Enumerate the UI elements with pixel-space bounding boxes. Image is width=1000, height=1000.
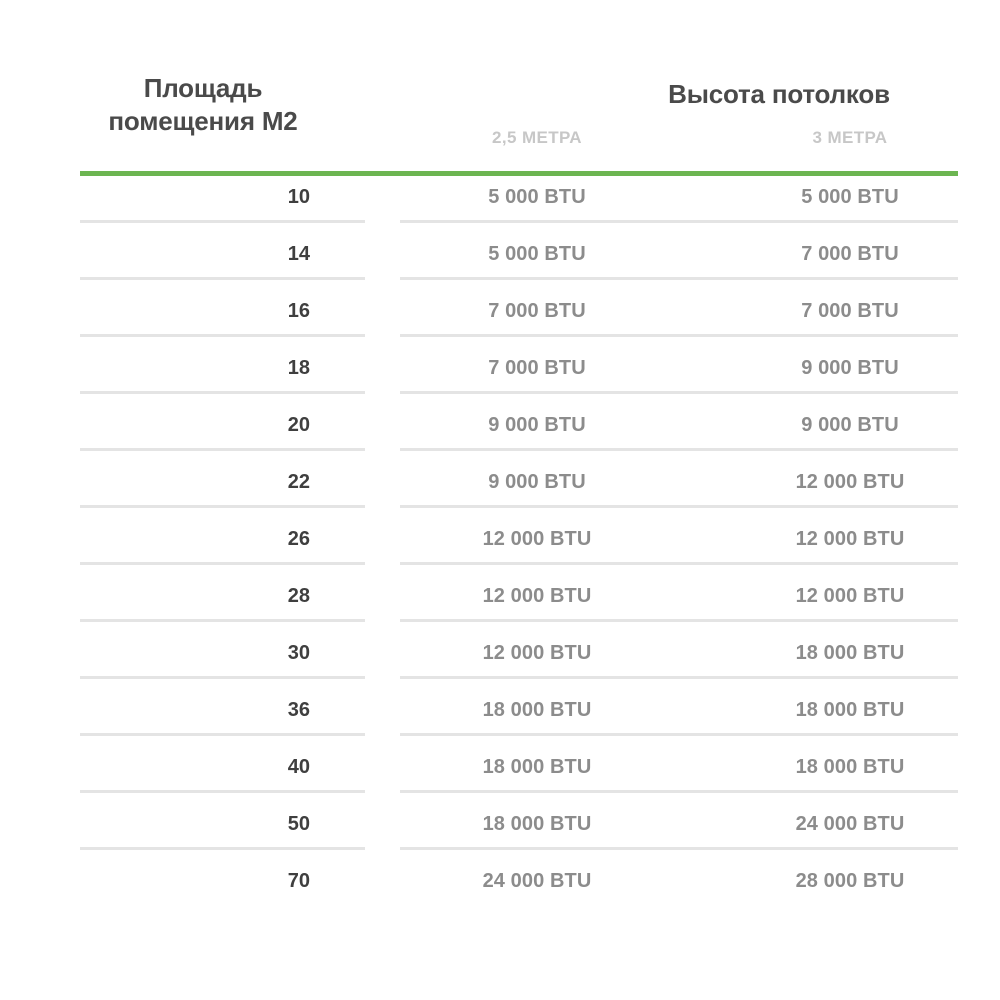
cell-btu-ceiling-2-5m: 9 000 BTU <box>488 414 586 436</box>
cell-btu-ceiling-3m: 12 000 BTU <box>795 528 905 550</box>
row-divider-right <box>400 562 958 565</box>
table-row: 28 12 000 BTU 12 000 BTU <box>0 574 1000 631</box>
cell-btu-ceiling-2-5m: 5 000 BTU <box>488 243 586 265</box>
row-divider-left <box>80 790 365 793</box>
row-divider-right <box>400 676 958 679</box>
cell-btu-ceiling-2-5m: 7 000 BTU <box>488 357 586 379</box>
row-divider-right <box>400 220 958 223</box>
table-row: 36 18 000 BTU 18 000 BTU <box>0 688 1000 745</box>
cell-btu-ceiling-2-5m: 24 000 BTU <box>482 870 592 892</box>
cell-btu-ceiling-3m: 7 000 BTU <box>801 243 899 265</box>
row-divider-right <box>400 847 958 850</box>
table-row: 70 24 000 BTU 28 000 BTU <box>0 859 1000 916</box>
cell-area-value: 28 <box>287 585 310 607</box>
cell-btu-ceiling-2-5m: 18 000 BTU <box>482 813 592 835</box>
row-divider-right <box>400 448 958 451</box>
cell-btu-ceiling-3m: 18 000 BTU <box>795 699 905 721</box>
row-divider-right <box>400 619 958 622</box>
table-row: 16 7 000 BTU 7 000 BTU <box>0 289 1000 346</box>
cell-area-value: 50 <box>287 813 310 835</box>
cell-area-value: 18 <box>287 357 310 379</box>
table-body: 10 5 000 BTU 5 000 BTU 14 5 000 BTU 7 000 BTU… <box>0 175 1000 916</box>
cell-btu-ceiling-3m: 5 000 BTU <box>801 186 899 208</box>
cell-btu-ceiling-2-5m: 12 000 BTU <box>482 585 592 607</box>
cell-btu-ceiling-2-5m: 18 000 BTU <box>482 699 592 721</box>
cell-btu-ceiling-2-5m: 12 000 BTU <box>482 528 592 550</box>
cell-btu-ceiling-2-5m: 7 000 BTU <box>488 300 586 322</box>
cell-btu-ceiling-3m: 24 000 BTU <box>795 813 905 835</box>
row-divider-left <box>80 277 365 280</box>
cell-btu-ceiling-3m: 9 000 BTU <box>801 414 899 436</box>
row-divider-left <box>80 334 365 337</box>
row-divider-left <box>80 448 365 451</box>
cell-area-value: 10 <box>287 186 310 208</box>
row-divider-right <box>400 391 958 394</box>
cell-area-value: 30 <box>287 642 310 664</box>
table-row: 20 9 000 BTU 9 000 BTU <box>0 403 1000 460</box>
cell-area-value: 36 <box>287 699 310 721</box>
table-row: 50 18 000 BTU 24 000 BTU <box>0 802 1000 859</box>
cell-area-value: 40 <box>287 756 310 778</box>
table-row: 26 12 000 BTU 12 000 BTU <box>0 517 1000 574</box>
table-row: 40 18 000 BTU 18 000 BTU <box>0 745 1000 802</box>
header-accent-rule <box>80 171 958 176</box>
table-row: 10 5 000 BTU 5 000 BTU <box>0 175 1000 232</box>
cell-btu-ceiling-2-5m: 18 000 BTU <box>482 756 592 778</box>
row-divider-left <box>80 391 365 394</box>
column-group-header-ceiling-height: Высота потолков <box>668 79 890 109</box>
row-divider-left <box>80 505 365 508</box>
row-divider-left <box>80 619 365 622</box>
row-divider-left <box>80 220 365 223</box>
cell-area-value: 20 <box>287 414 310 436</box>
cell-btu-ceiling-3m: 18 000 BTU <box>795 642 905 664</box>
cell-area-value: 26 <box>287 528 310 550</box>
table-row: 22 9 000 BTU 12 000 BTU <box>0 460 1000 517</box>
cell-area-value: 14 <box>287 243 310 265</box>
cell-btu-ceiling-2-5m: 12 000 BTU <box>482 642 592 664</box>
row-divider-left <box>80 733 365 736</box>
row-divider-right <box>400 505 958 508</box>
row-divider-right <box>400 733 958 736</box>
row-divider-right <box>400 277 958 280</box>
cell-btu-ceiling-3m: 9 000 BTU <box>801 357 899 379</box>
column-header-ceiling-3m: 3 метра <box>812 128 888 147</box>
row-divider-right <box>400 790 958 793</box>
cell-area-value: 70 <box>287 870 310 892</box>
row-divider-left <box>80 562 365 565</box>
table-row: 14 5 000 BTU 7 000 BTU <box>0 232 1000 289</box>
table-header: Площадь помещения М2 Высота потолков 2,5… <box>0 0 1000 176</box>
cell-area-value: 16 <box>287 300 310 322</box>
row-divider-left <box>80 676 365 679</box>
cell-btu-ceiling-2-5m: 5 000 BTU <box>488 186 586 208</box>
cell-btu-ceiling-3m: 7 000 BTU <box>801 300 899 322</box>
table-row: 30 12 000 BTU 18 000 BTU <box>0 631 1000 688</box>
cell-btu-ceiling-3m: 12 000 BTU <box>795 585 905 607</box>
column-header-area: Площадь помещения М2 <box>108 73 298 136</box>
cell-btu-ceiling-2-5m: 9 000 BTU <box>488 471 586 493</box>
table-row: 18 7 000 BTU 9 000 BTU <box>0 346 1000 403</box>
row-divider-right <box>400 334 958 337</box>
cell-area-value: 22 <box>287 471 310 493</box>
cell-btu-ceiling-3m: 28 000 BTU <box>795 870 905 892</box>
cell-btu-ceiling-3m: 12 000 BTU <box>795 471 905 493</box>
cell-btu-ceiling-3m: 18 000 BTU <box>795 756 905 778</box>
column-header-ceiling-2-5m: 2,5 метра <box>492 128 582 147</box>
row-divider-left <box>80 847 365 850</box>
